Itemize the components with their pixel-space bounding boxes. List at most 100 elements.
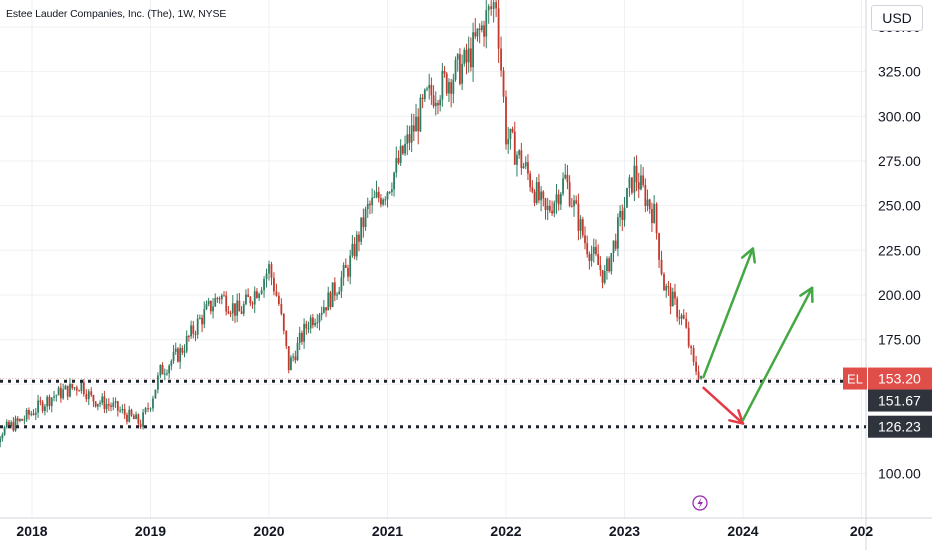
candle-body <box>450 82 453 94</box>
candle-body <box>325 307 327 311</box>
candle-body <box>511 128 514 132</box>
grid <box>0 0 866 518</box>
candle-body <box>682 315 685 319</box>
candle-body <box>110 405 112 407</box>
candle-body <box>599 264 602 271</box>
candle-body <box>419 97 422 132</box>
candle-body <box>595 246 597 255</box>
candle-body <box>417 116 420 132</box>
candle-body <box>19 419 21 421</box>
candle-body <box>280 303 283 314</box>
ticker-label: EL <box>847 372 863 387</box>
candle-body <box>441 70 444 100</box>
candle-body <box>399 145 402 163</box>
candle-body <box>71 383 74 389</box>
candle-body <box>316 322 319 324</box>
candle-body <box>384 199 387 201</box>
y-tick-label: 225.00 <box>878 242 921 258</box>
candle-body <box>292 356 295 358</box>
candle-body <box>57 387 60 396</box>
candle-body <box>579 219 582 231</box>
candle-body <box>518 150 521 155</box>
candle-body <box>34 412 37 415</box>
candle-body <box>644 185 647 206</box>
candle-body <box>62 389 65 399</box>
red-arrow[interactable] <box>702 386 745 425</box>
candle-body <box>123 408 126 415</box>
candle-body <box>640 175 642 190</box>
green-arrow-2[interactable] <box>741 286 814 422</box>
candle-body <box>8 421 10 427</box>
candle-body <box>285 330 288 347</box>
candle-body <box>242 304 245 314</box>
candle-body <box>46 396 49 407</box>
candle-body <box>437 102 439 106</box>
candle-body <box>695 361 697 372</box>
candles <box>0 0 702 448</box>
candle-body <box>209 300 212 312</box>
candle-body <box>170 360 173 366</box>
candle-body <box>434 102 437 107</box>
candle-body <box>121 408 124 411</box>
candle-body <box>101 396 104 403</box>
candle-body <box>203 309 206 325</box>
candle-body <box>369 203 371 206</box>
candle-body <box>497 8 500 49</box>
candle-body <box>137 414 140 424</box>
candle-body <box>533 191 536 203</box>
currency-button[interactable]: USD <box>871 5 923 31</box>
candle-body <box>575 200 578 204</box>
lightning-icon[interactable] <box>692 495 708 511</box>
candle-body <box>651 209 653 223</box>
candle-body <box>185 335 188 352</box>
candle-body <box>142 412 144 428</box>
candle-body <box>430 84 433 96</box>
candle-body <box>432 95 435 107</box>
candle-body <box>546 205 549 210</box>
candle-body <box>112 402 115 407</box>
candle-body <box>94 401 97 407</box>
candle-body <box>152 398 154 409</box>
candle-body <box>375 191 378 198</box>
candle-body <box>303 323 306 342</box>
candle-body <box>617 217 619 249</box>
candle-body <box>258 293 261 298</box>
candle-body <box>660 259 663 275</box>
candle-body <box>474 32 477 37</box>
candle-body <box>119 410 122 412</box>
candle-body <box>390 189 393 192</box>
candle-body <box>646 199 649 206</box>
candle-body <box>653 203 656 223</box>
candle-body <box>584 235 586 244</box>
candle-body <box>478 28 481 31</box>
candle-body <box>69 383 71 397</box>
candle-body <box>371 197 374 206</box>
candle-body <box>229 313 232 315</box>
green-arrow-1[interactable] <box>702 247 756 379</box>
candle-body <box>309 317 312 329</box>
candle-body <box>85 394 88 400</box>
candle-body <box>234 303 236 316</box>
candle-body <box>344 265 347 268</box>
candle-body <box>540 191 543 201</box>
candle-body <box>597 254 600 265</box>
candle-body <box>251 303 254 305</box>
candle-body <box>236 300 239 316</box>
candle-body <box>628 177 631 189</box>
candle-body <box>522 166 525 169</box>
candle-body <box>358 234 360 242</box>
candle-body <box>573 200 575 207</box>
candle-body <box>5 421 8 428</box>
candle-body <box>260 290 263 294</box>
candle-body <box>220 295 223 300</box>
candle-body <box>687 327 690 347</box>
candle-body <box>103 396 106 409</box>
candle-body <box>671 291 674 307</box>
candle-body <box>14 418 17 431</box>
candle-body <box>635 165 638 183</box>
candle-body <box>212 306 214 312</box>
candle-body <box>225 295 228 312</box>
candle-body <box>12 422 15 431</box>
candle-body <box>32 413 35 415</box>
